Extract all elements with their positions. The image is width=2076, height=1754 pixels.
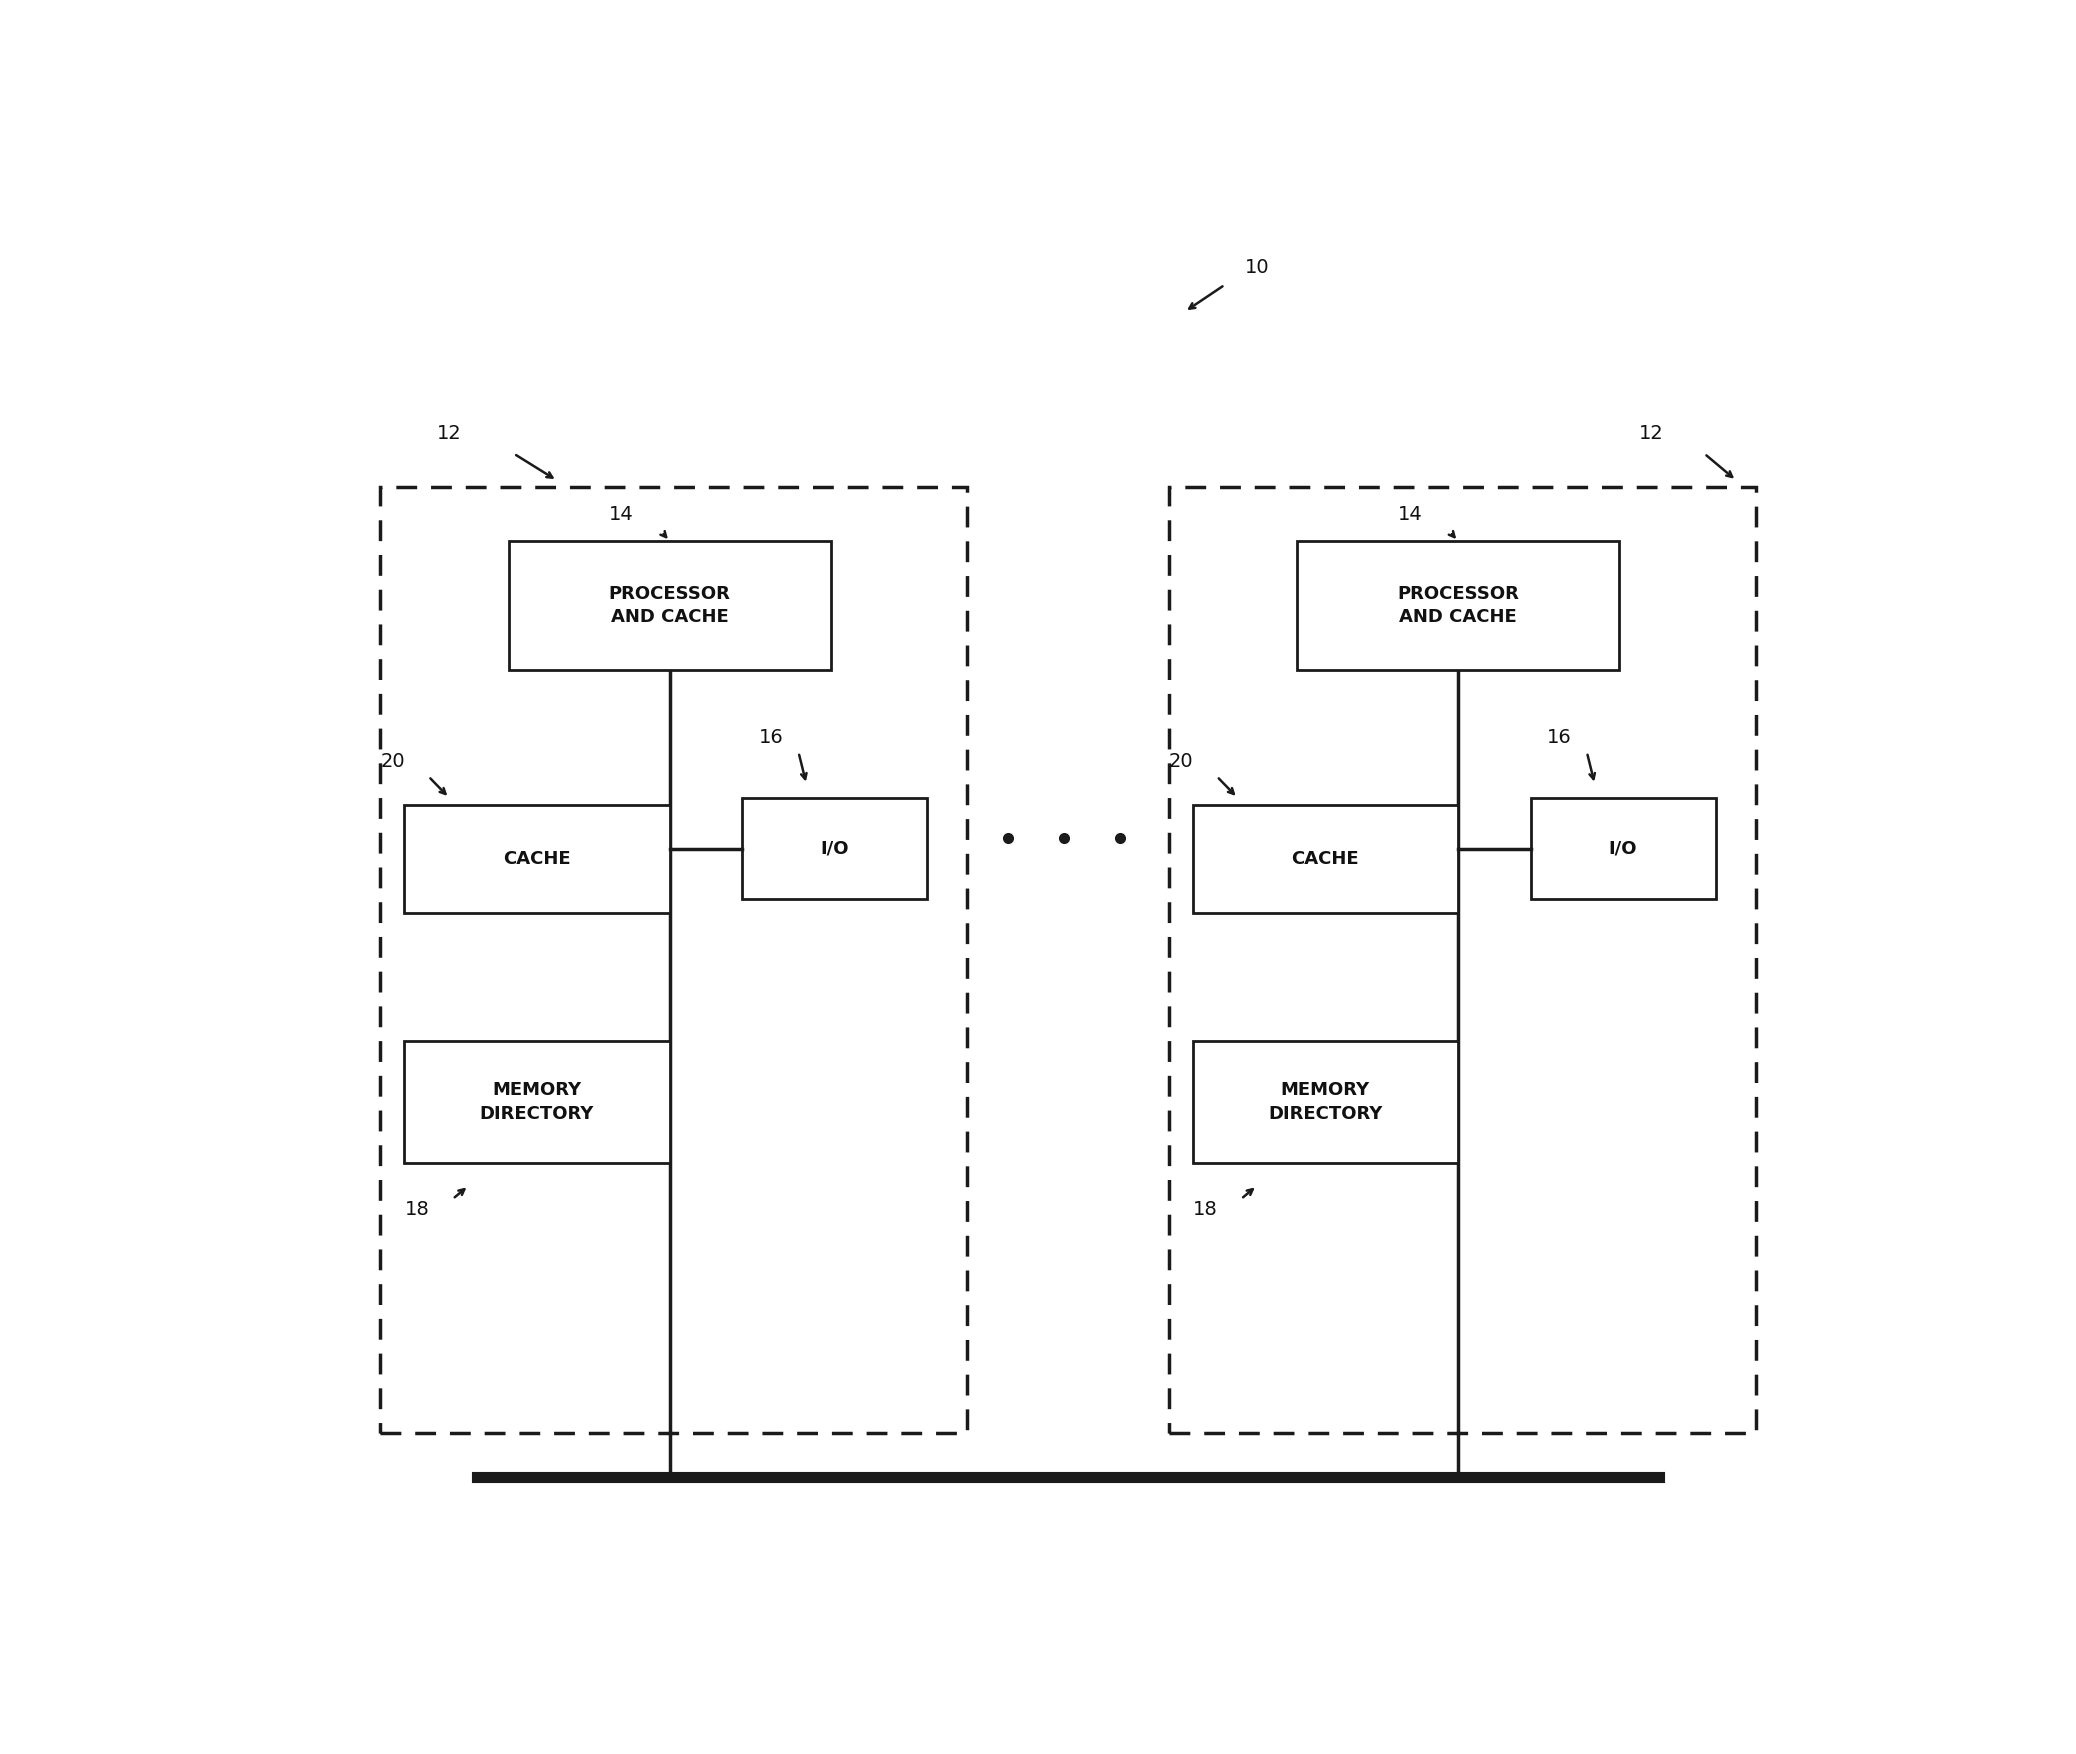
Text: 12: 12 xyxy=(1638,424,1663,442)
Bar xyxy=(1192,1042,1457,1163)
Text: 16: 16 xyxy=(758,728,783,747)
Text: 18: 18 xyxy=(1194,1200,1219,1219)
Text: 20: 20 xyxy=(1169,752,1194,772)
Text: CACHE: CACHE xyxy=(502,849,571,868)
Bar xyxy=(1298,542,1619,670)
Text: I/O: I/O xyxy=(820,840,849,858)
Text: 20: 20 xyxy=(380,752,405,772)
Text: 14: 14 xyxy=(1397,505,1422,524)
Text: MEMORY
DIRECTORY: MEMORY DIRECTORY xyxy=(480,1080,594,1123)
Text: 10: 10 xyxy=(1246,258,1268,277)
Text: 12: 12 xyxy=(436,424,461,442)
Text: 14: 14 xyxy=(608,505,633,524)
Bar xyxy=(380,488,967,1433)
Text: PROCESSOR
AND CACHE: PROCESSOR AND CACHE xyxy=(1397,584,1520,626)
Bar xyxy=(1192,805,1457,912)
Bar xyxy=(1530,798,1715,900)
Text: CACHE: CACHE xyxy=(1291,849,1360,868)
Text: 16: 16 xyxy=(1547,728,1572,747)
Text: I/O: I/O xyxy=(1609,840,1638,858)
Bar xyxy=(743,798,928,900)
Text: PROCESSOR
AND CACHE: PROCESSOR AND CACHE xyxy=(608,584,731,626)
Bar xyxy=(405,805,671,912)
Text: 18: 18 xyxy=(405,1200,430,1219)
Bar xyxy=(1169,488,1756,1433)
Bar xyxy=(405,1042,671,1163)
Text: MEMORY
DIRECTORY: MEMORY DIRECTORY xyxy=(1268,1080,1383,1123)
Bar xyxy=(509,542,830,670)
